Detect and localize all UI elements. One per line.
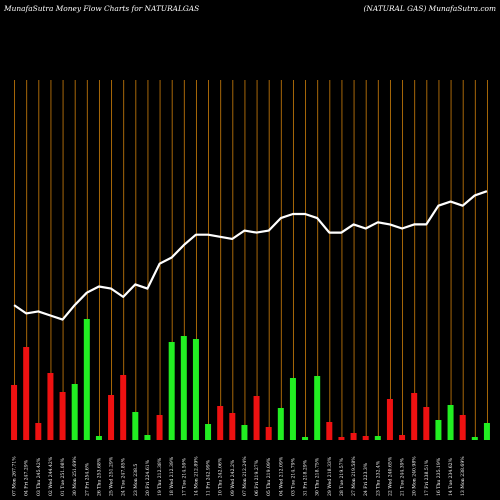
x-tick-label: 30 Mon 251.69%	[72, 456, 78, 496]
x-tick-label: 22 Wed 240.65%	[387, 456, 393, 496]
price-line	[13, 190, 488, 321]
money-flow-bar	[168, 342, 175, 440]
chart-title: MunafaSutra Money Flow Charts for NATURA…	[4, 4, 496, 18]
money-flow-bar	[386, 399, 393, 440]
x-tick-label: 01 Tue 251.08%	[60, 457, 66, 496]
money-flow-bar	[374, 436, 381, 440]
x-tick-label: 07 Mon 267.71%	[12, 456, 18, 496]
x-tick-label: 14 Tue 234.62%	[448, 457, 454, 496]
x-tick-label: 24 Tue 247.85%	[121, 457, 127, 496]
money-flow-bar	[362, 436, 369, 440]
x-tick-label: 07 Mon 212.24%	[242, 456, 248, 496]
money-flow-bar	[108, 395, 115, 440]
money-flow-bar	[217, 406, 224, 440]
price-line-layer	[13, 190, 488, 321]
x-tick-label: 19 Thu 212.38%	[157, 457, 163, 496]
x-tick-label: 18 Wed 212.39%	[169, 456, 175, 496]
x-tick-label: 20 Fri 224.61%	[145, 459, 151, 496]
x-tick-label: 06 Fri 219.27%	[254, 459, 260, 496]
x-tick-label: 26 Thu 253.68%	[96, 457, 102, 496]
money-flow-bar	[132, 412, 139, 440]
x-tick-label: 16 Thu 235.19%	[436, 457, 442, 496]
money-flow-bar	[314, 376, 321, 440]
x-tick-label: 28 Tue 219.57%	[339, 457, 345, 496]
x-tick-label: 24 Fri 223.3%	[363, 462, 369, 496]
x-tick-label: 04 Fri 247.29%	[24, 459, 30, 496]
x-tick-label: 29 Wed 218.33%	[327, 456, 333, 496]
x-tick-label: 25 Wed 251.29%	[109, 456, 115, 496]
x-tick-label: 11 Fri 242.99%	[206, 459, 212, 496]
chart-title-left: MunafaSutra Money Flow Charts for NATURA…	[4, 4, 200, 13]
money-flow-bar	[205, 424, 212, 440]
money-flow-bar	[120, 375, 127, 440]
money-flow-bar	[11, 385, 18, 440]
money-flow-bar	[471, 437, 478, 440]
money-flow-bar	[435, 420, 442, 440]
money-flow-bar	[83, 319, 90, 440]
x-tick-label: 27 Mon 219.58%	[351, 456, 357, 496]
money-flow-bar	[423, 407, 430, 440]
money-flow-bar	[399, 435, 406, 440]
money-flow-bar	[447, 405, 454, 440]
money-flow-bar	[289, 378, 296, 440]
money-flow-bar	[95, 436, 102, 440]
x-tick-label: 17 Fri 238.51%	[424, 459, 430, 496]
x-tick-label: 04 Wed 212.09%	[278, 456, 284, 496]
x-tick-label: 23 Thu 232.4%	[375, 460, 381, 496]
chart-title-right: (NATURAL GAS) MunafaSutra.com	[363, 4, 496, 13]
money-flow-bar	[156, 415, 163, 440]
x-axis-labels: 07 Mon 267.71% 04 Fri 247.29% 03 Thu 245.4…	[12, 456, 467, 496]
money-flow-bar	[338, 437, 345, 440]
x-tick-label: 23 Mon 238.5	[133, 464, 139, 496]
x-tick-label: 02 Wed 244.42%	[48, 456, 54, 496]
money-flow-bar	[411, 393, 418, 440]
x-tick-label: 21 Tue 244.39%	[400, 457, 406, 496]
money-flow-bar	[350, 433, 357, 440]
x-tick-label: 03 Thu 245.42%	[36, 457, 42, 496]
money-flow-bar	[302, 437, 309, 440]
money-flow-bar	[144, 435, 151, 440]
money-flow-bar	[229, 413, 236, 440]
x-tick-label: 05 Thu 219.09%	[266, 457, 272, 496]
x-tick-label: 13 Mon 238.69%	[460, 456, 466, 496]
money-flow-bar	[47, 373, 54, 440]
money-flow-bar	[253, 396, 260, 440]
money-flow-bar	[483, 423, 490, 440]
x-tick-label: 09 Wed 242.2%	[230, 459, 236, 496]
money-flow-bar	[71, 384, 78, 440]
x-tick-label: 31 Fri 218.29%	[303, 459, 309, 496]
money-flow-bar	[180, 336, 187, 440]
money-flow-bar	[192, 339, 199, 440]
money-flow-bar	[59, 392, 66, 440]
money-flow-bars	[11, 319, 490, 440]
money-flow-bar	[277, 408, 284, 440]
money-flow-bar	[326, 422, 333, 440]
money-flow-bar	[23, 347, 30, 440]
money-flow-bar	[459, 415, 466, 440]
x-tick-label: 03 Tue 214.79%	[290, 457, 296, 496]
money-flow-bar	[241, 425, 248, 440]
x-tick-label: 27 Fri 254.6%	[84, 462, 90, 496]
money-flow-bar	[265, 427, 272, 440]
x-tick-label: 14 Mon 212.89%	[193, 456, 199, 496]
x-tick-label: 17 Tue 214.59%	[181, 457, 187, 496]
x-tick-label: 20 Mon 240.98%	[412, 456, 418, 496]
x-tick-label: 10 Thu 242.06%	[218, 457, 224, 496]
money-flow-bar	[35, 423, 42, 440]
x-tick-label: 30 Thu 218.75%	[315, 457, 321, 496]
